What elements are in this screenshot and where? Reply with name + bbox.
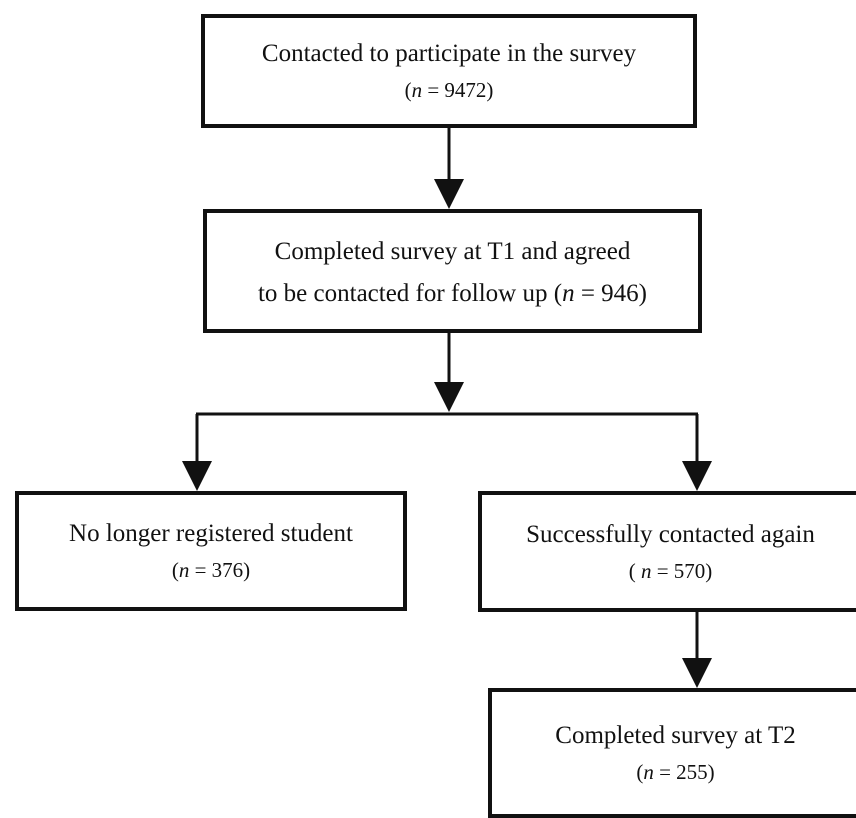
- box-contacted-again: Successfully contacted again ( n = 570): [478, 491, 856, 612]
- box-contacted-label: Contacted to participate in the survey: [261, 40, 637, 68]
- box-contacted: Contacted to participate in the survey (…: [201, 14, 697, 128]
- box-contacted-again-label: Successfully contacted again: [526, 520, 815, 548]
- box-completed-t1: Completed survey at T1 and agreed to be …: [203, 209, 702, 333]
- box-no-longer-registered-label: No longer registered student: [69, 520, 353, 548]
- box-completed-t2-label: Completed survey at T2: [555, 722, 796, 750]
- box-contacted-again-count: ( n = 570): [628, 558, 713, 583]
- box-completed-t2-count: (n = 255): [636, 760, 715, 785]
- box-contacted-count: (n = 9472): [404, 78, 494, 103]
- box-completed-t1-line2: to be contacted for follow up (n = 946): [257, 279, 647, 307]
- box-completed-t2: Completed survey at T2 (n = 255): [488, 688, 856, 818]
- box-no-longer-registered: No longer registered student (n = 376): [15, 491, 407, 611]
- box-completed-t1-label: Completed survey at T1 and agreed: [274, 237, 631, 265]
- box-no-longer-registered-count: (n = 376): [171, 558, 251, 583]
